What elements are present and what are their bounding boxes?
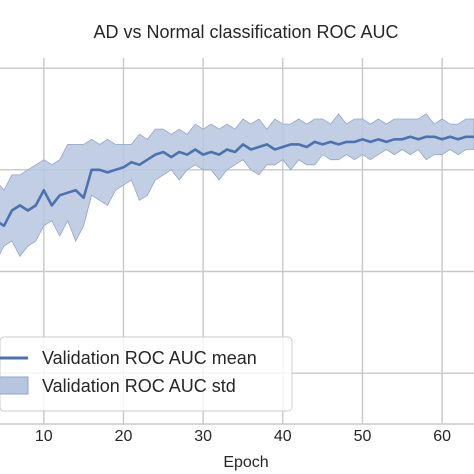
legend-box bbox=[0, 336, 293, 412]
legend-std-swatch bbox=[0, 376, 29, 395]
x-tick-label-20: 20 bbox=[115, 428, 133, 445]
x-tick-labels: 10 20 30 40 50 60 bbox=[35, 428, 451, 445]
x-tick-label-60: 60 bbox=[433, 428, 451, 445]
mean-line bbox=[0, 135, 474, 228]
x-tick-label-50: 50 bbox=[354, 428, 372, 445]
legend-mean-label: Validation ROC AUC mean bbox=[42, 348, 257, 368]
chart-title: AD vs Normal classification ROC AUC bbox=[93, 22, 398, 42]
x-tick-label-10: 10 bbox=[35, 428, 53, 445]
legend: Validation ROC AUC mean Validation ROC A… bbox=[0, 336, 293, 412]
x-tick-label-40: 40 bbox=[274, 428, 292, 445]
x-axis-label: Epoch bbox=[223, 454, 268, 471]
x-tick-label-30: 30 bbox=[194, 428, 212, 445]
std-band bbox=[0, 113, 474, 258]
std-band-layer bbox=[0, 113, 474, 258]
legend-std-label: Validation ROC AUC std bbox=[42, 376, 236, 396]
mean-line-layer bbox=[0, 135, 474, 228]
